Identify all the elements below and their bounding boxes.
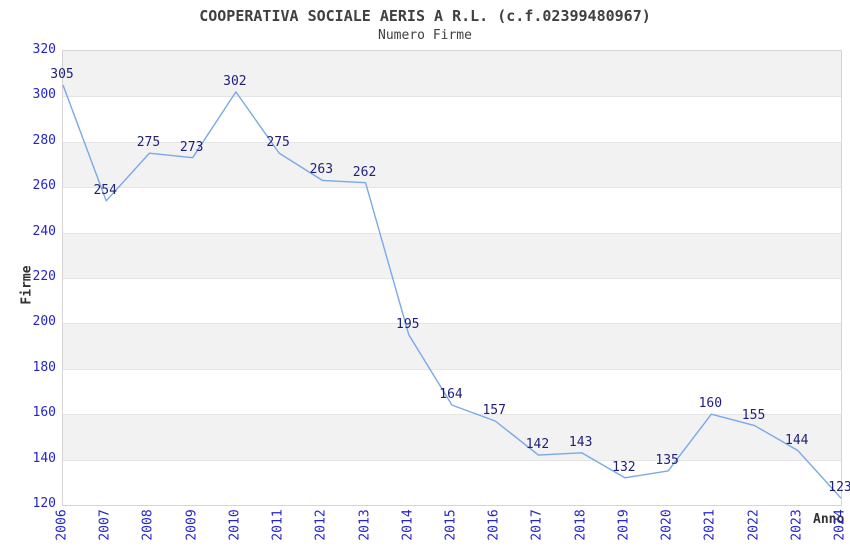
- data-point-label: 273: [179, 139, 204, 155]
- data-point-label: 195: [396, 316, 420, 332]
- grid-band: [63, 51, 841, 97]
- data-point-label: 302: [223, 73, 247, 89]
- x-tick-label: 2013: [357, 509, 373, 541]
- x-tick-label: 2012: [313, 509, 329, 541]
- data-point-label: 263: [309, 162, 334, 178]
- data-point-label: 143: [568, 434, 593, 450]
- grid-band: [63, 96, 841, 142]
- grid-band: [63, 141, 841, 188]
- grid-band: [63, 278, 841, 324]
- data-point-label: 132: [612, 459, 636, 475]
- data-point-label: 275: [266, 135, 290, 151]
- data-line: [62, 84, 842, 499]
- chart-title: COOPERATIVA SOCIALE AERIS A R.L. (c.f.02…: [199, 7, 651, 25]
- series-numero-firme: [62, 84, 842, 499]
- x-tick-label: 2018: [573, 509, 589, 541]
- x-tick-label: 2006: [54, 509, 70, 541]
- x-tick-label: 2015: [443, 509, 459, 541]
- y-tick-label: 200: [32, 314, 56, 330]
- x-tick-label: 2024: [832, 509, 848, 541]
- gridline: [63, 233, 841, 234]
- data-point-label: 135: [655, 452, 679, 468]
- data-point-label: 142: [525, 437, 550, 453]
- gridline: [63, 187, 841, 188]
- data-point-label: 262: [352, 164, 377, 180]
- y-tick-label: 220: [32, 269, 56, 284]
- x-tick-label: 2007: [97, 509, 113, 541]
- x-tick-label: 2019: [616, 509, 632, 541]
- y-tick-label: 320: [32, 42, 56, 57]
- x-tick-label: 2022: [746, 509, 762, 541]
- gridline: [63, 369, 841, 370]
- y-tick-label: 300: [32, 87, 56, 103]
- gridline: [63, 278, 841, 279]
- x-tick-label: 2023: [789, 509, 805, 541]
- x-tick-label: 2011: [270, 509, 286, 541]
- x-tick-label: 2020: [659, 509, 675, 541]
- data-point-label: 164: [439, 387, 463, 403]
- x-tick-label: 2021: [702, 509, 718, 541]
- data-point-label: 123: [828, 480, 850, 496]
- data-point-label: 157: [482, 403, 506, 418]
- data-point-label: 144: [785, 432, 809, 448]
- gridline: [63, 142, 841, 143]
- data-point-label: 155: [741, 407, 766, 423]
- x-tick-label: 2009: [184, 509, 200, 541]
- y-tick-label: 140: [32, 450, 56, 466]
- data-point-label: 305: [50, 67, 74, 83]
- grid-band: [63, 187, 841, 233]
- y-tick-label: 180: [32, 359, 56, 375]
- grid-band: [63, 232, 841, 278]
- grid-band: [63, 368, 841, 415]
- chart-subtitle: Numero Firme: [378, 28, 472, 43]
- x-tick-label: 2010: [227, 509, 243, 541]
- gridline: [63, 96, 841, 97]
- y-tick-label: 260: [32, 178, 56, 194]
- data-point-label: 275: [136, 135, 161, 151]
- x-axis-title: Anno: [813, 512, 845, 527]
- gridline: [63, 414, 841, 415]
- data-point-label: 160: [698, 396, 723, 412]
- x-tick-label: 2017: [529, 509, 545, 541]
- grid-band: [63, 414, 841, 460]
- grid-band: [63, 323, 841, 369]
- x-tick-label: 2008: [140, 509, 156, 541]
- y-tick-label: 160: [32, 405, 56, 421]
- y-tick-label: 240: [32, 223, 56, 239]
- gridline: [63, 323, 841, 324]
- gridline: [63, 460, 841, 461]
- y-tick-label: 120: [32, 496, 56, 511]
- plot-area: [62, 50, 842, 506]
- grid-band: [63, 459, 841, 505]
- y-tick-label: 280: [32, 132, 56, 148]
- x-tick-label: 2016: [486, 509, 502, 541]
- data-point-label: 254: [93, 182, 117, 198]
- x-tick-label: 2014: [400, 509, 416, 541]
